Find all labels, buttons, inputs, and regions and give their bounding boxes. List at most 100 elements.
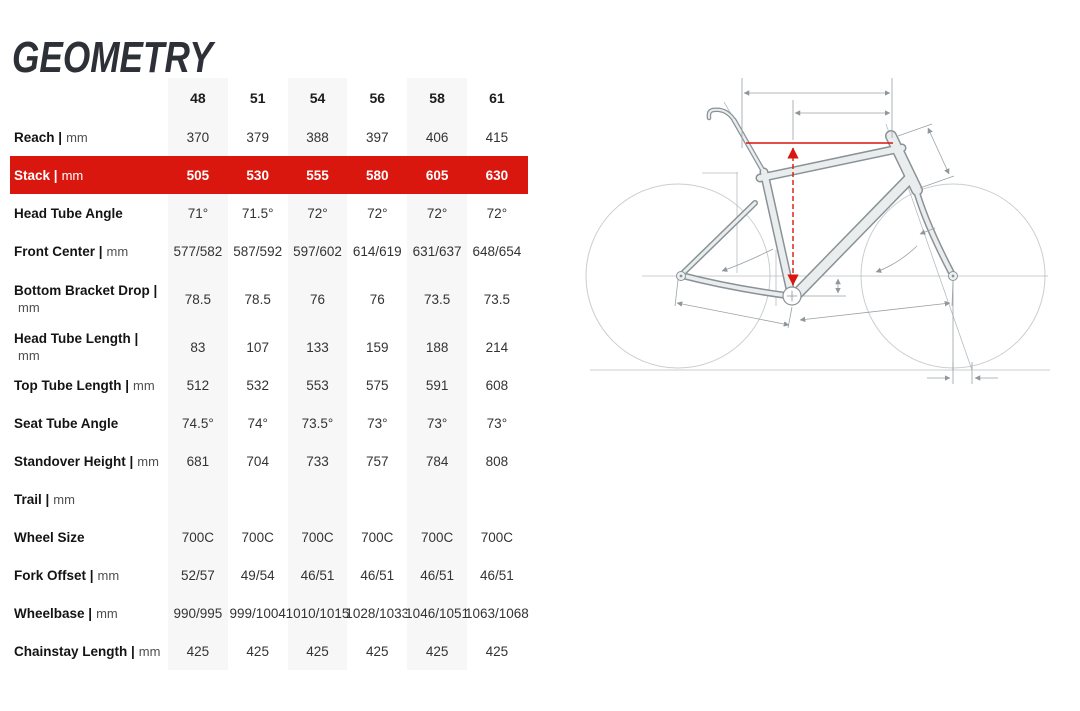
geometry-row-head-tube-length[interactable]: Head Tube Length | mm 83 107 133 159 188 214 — [10, 328, 528, 366]
row-label: Standover Height | mm — [14, 453, 159, 469]
geometry-value: 76 — [369, 291, 385, 307]
geometry-value: 555 — [306, 167, 329, 183]
geometry-value: 700C — [241, 529, 274, 545]
stack-dimension-highlight — [746, 142, 893, 286]
geometry-row-top-tube-length[interactable]: Top Tube Length | mm 512 532 553 575 591 608 — [10, 366, 528, 404]
row-label: Bottom Bracket Drop | mm — [14, 283, 158, 315]
geometry-value: 78.5 — [168, 270, 228, 328]
bike-geometry-diagram — [585, 78, 1050, 384]
geometry-value: 71.5° — [241, 205, 274, 221]
size-column-header-58: 58 — [407, 78, 467, 118]
row-label: Reach | mm — [14, 129, 88, 145]
geometry-row-front-center[interactable]: Front Center | mm 577/582 587/592 597/602 614… — [10, 232, 528, 270]
geometry-value: 575 — [366, 377, 389, 393]
geometry-value: 608 — [485, 377, 509, 393]
geometry-value: 107 — [246, 339, 269, 355]
geometry-value: 425 — [485, 643, 509, 659]
row-label: Trail | mm — [14, 491, 75, 507]
geometry-value — [168, 480, 228, 518]
geometry-value: 76 — [287, 270, 348, 328]
geometry-value — [407, 480, 467, 518]
size-column-header-56: 56 — [369, 90, 386, 106]
geometry-row-standover-height[interactable]: Standover Height | mm 681 704 733 757 784 808 — [10, 442, 528, 480]
geometry-row-stack[interactable]: Stack | mm 505 530 555 580 605 630 — [10, 156, 528, 194]
geometry-value: 425 — [366, 643, 389, 659]
geometry-value: 49/54 — [240, 567, 275, 583]
geometry-value: 370 — [168, 118, 228, 156]
geometry-value: 530 — [246, 167, 269, 183]
geometry-value: 73° — [486, 415, 508, 431]
geometry-table: 48 51 54 56 58 61 Reach | mm 370 379 388 397 406 415… — [10, 78, 529, 670]
geometry-row-seat-tube-angle[interactable]: Seat Tube Angle 74.5° 74° 73.5° 73° 73° 73° — [10, 404, 528, 442]
geometry-value: 784 — [407, 442, 467, 480]
geometry-value: 425 — [168, 632, 228, 670]
geometry-row-trail[interactable]: Trail | mm — [10, 480, 528, 518]
geometry-value: 512 — [168, 366, 228, 404]
geometry-row-wheel-size[interactable]: Wheel Size 700C 700C 700C 700C 700C 700C — [10, 518, 528, 556]
geometry-row-wheelbase[interactable]: Wheelbase | mm 990/995 999/1004 1010/1015 102… — [10, 594, 529, 632]
geometry-value: 46/51 — [407, 556, 467, 594]
geometry-value: 379 — [246, 129, 269, 145]
geometry-value: 700C — [361, 529, 394, 545]
geometry-value: 52/57 — [168, 556, 228, 594]
geometry-value: 83 — [168, 328, 228, 366]
row-label: Stack | mm — [14, 167, 84, 183]
geometry-value — [467, 480, 527, 518]
geometry-value: 406 — [407, 118, 467, 156]
geometry-value: 1028/1033 — [345, 605, 410, 621]
geometry-value: 808 — [485, 453, 509, 469]
row-label: Wheelbase | mm — [14, 605, 118, 621]
geometry-value: 72° — [287, 194, 348, 232]
geometry-row-head-tube-angle[interactable]: Head Tube Angle 71° 71.5° 72° 72° 72° 72° — [10, 194, 528, 232]
page-title: GEOMETRY — [12, 33, 213, 83]
geometry-value: 700C — [287, 518, 348, 556]
geometry-row-bottom-bracket-drop[interactable]: Bottom Bracket Drop | mm 78.5 78.5 76 76 73.5 7… — [10, 270, 528, 328]
geometry-value: 71° — [168, 194, 228, 232]
geometry-row-fork-offset[interactable]: Fork Offset | mm 52/57 49/54 46/51 46/51 46/51… — [10, 556, 528, 594]
geometry-value: 46/51 — [479, 567, 514, 583]
geometry-value: 648/654 — [472, 243, 522, 259]
geometry-value: 73° — [407, 404, 467, 442]
geometry-value: 553 — [287, 366, 348, 404]
geometry-value: 415 — [485, 129, 509, 145]
geometry-value: 214 — [485, 339, 509, 355]
row-label: Top Tube Length | mm — [14, 377, 155, 393]
geometry-value: 999/1004 — [229, 605, 286, 621]
row-label: Chainstay Length | mm — [14, 643, 161, 659]
geometry-value: 72° — [367, 205, 388, 221]
geometry-row-chainstay-length[interactable]: Chainstay Length | mm 425 425 425 425 425 425 — [10, 632, 528, 670]
geometry-value: 580 — [366, 167, 389, 183]
geometry-value: 74.5° — [168, 404, 228, 442]
geometry-value: 587/592 — [233, 243, 283, 259]
geometry-value — [347, 480, 407, 518]
size-header-row: 48 51 54 56 58 61 — [10, 78, 528, 118]
geometry-value: 397 — [366, 129, 389, 145]
geometry-value: 388 — [287, 118, 348, 156]
geometry-value: 681 — [168, 442, 228, 480]
geometry-value: 591 — [407, 366, 467, 404]
geometry-value: 733 — [287, 442, 348, 480]
geometry-value: 1010/1015 — [286, 594, 349, 632]
geometry-table-body: Reach | mm 370 379 388 397 406 415 Stack | mm 505 5… — [10, 118, 529, 670]
geometry-value: 1046/1051 — [405, 594, 469, 632]
geometry-value: 505 — [186, 167, 210, 183]
geometry-value: 425 — [287, 632, 348, 670]
geometry-value: 133 — [287, 328, 348, 366]
geometry-value: 425 — [246, 643, 269, 659]
geometry-value: 1063/1068 — [464, 605, 529, 621]
size-header-spacer — [10, 78, 168, 118]
geometry-row-reach[interactable]: Reach | mm 370 379 388 397 406 415 — [10, 118, 528, 156]
geometry-value: 605 — [425, 167, 449, 183]
geometry-value: 78.5 — [244, 291, 271, 307]
geometry-value: 757 — [366, 453, 389, 469]
geometry-value: 704 — [246, 453, 269, 469]
size-column-header-51: 51 — [249, 90, 266, 106]
geometry-value: 700C — [168, 518, 228, 556]
geometry-value: 425 — [407, 632, 467, 670]
dimension-lines — [674, 78, 998, 384]
geometry-value: 700C — [480, 529, 514, 545]
geometry-value: 188 — [407, 328, 467, 366]
size-column-header-61: 61 — [489, 90, 505, 106]
geometry-value: 700C — [407, 518, 467, 556]
geometry-value — [228, 480, 288, 518]
